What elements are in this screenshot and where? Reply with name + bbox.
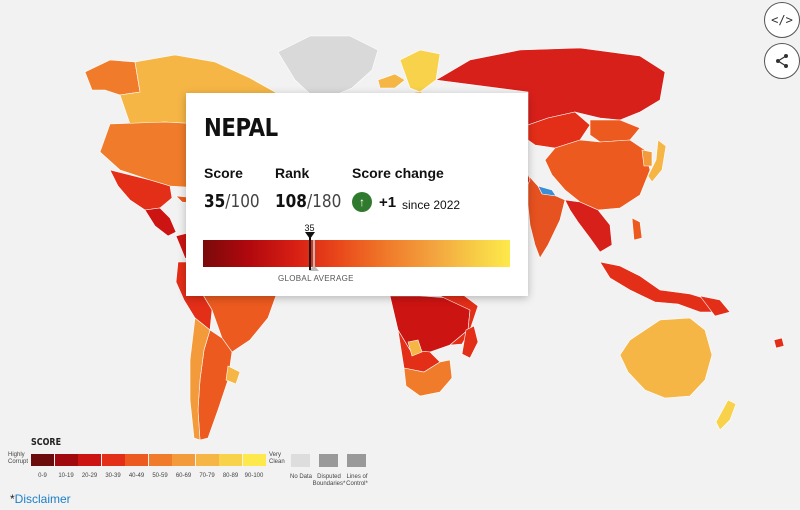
legend-swatch-10-19[interactable] <box>54 454 78 466</box>
code-icon: </> <box>771 13 793 27</box>
legend-swatch-label: 80-89 <box>222 473 239 479</box>
country-central-america[interactable] <box>144 207 177 237</box>
legend-no-data-label: No Data <box>289 474 312 480</box>
legend-swatch-70-79[interactable] <box>195 454 219 466</box>
country-japan[interactable] <box>647 139 667 183</box>
country-indonesia[interactable] <box>599 261 721 313</box>
legend-disputed-swatch <box>319 454 338 467</box>
legend-swatch-label: 0-9 <box>38 473 47 479</box>
legend-swatch-20-29[interactable] <box>78 454 101 466</box>
country-new-zealand[interactable] <box>715 399 737 431</box>
country-chile[interactable] <box>189 317 211 441</box>
country-china[interactable] <box>544 139 651 211</box>
legend-very-clean: Very Clean <box>269 452 285 465</box>
embed-button[interactable]: </> <box>764 2 800 38</box>
rank-value: 108/180 <box>275 191 342 212</box>
legend-swatch-90-100[interactable] <box>242 454 266 466</box>
share-button[interactable] <box>764 43 800 79</box>
legend-swatch-label: 40-49 <box>128 473 145 479</box>
legend-swatch-label: 10-19 <box>58 473 74 479</box>
country-australia[interactable] <box>619 317 713 399</box>
legend-no-data-swatch <box>291 454 310 467</box>
legend-swatch-50-59[interactable] <box>148 454 172 466</box>
score-marker-value: 35 <box>304 223 315 233</box>
arrow-up-icon: ↑ <box>352 192 372 212</box>
country-southeast-asia[interactable] <box>564 199 613 253</box>
global-average-triangle <box>309 265 319 271</box>
score-change-label: Score change <box>352 165 444 181</box>
legend-swatch-60-69[interactable] <box>172 454 195 466</box>
country-pacific-islands[interactable] <box>773 337 785 349</box>
legend-highly-corrupt: Highly Corrupt <box>8 452 29 465</box>
country-madagascar[interactable] <box>461 325 479 359</box>
legend-swatch-label: 90-100 <box>244 473 264 479</box>
score-label: Score <box>204 165 243 181</box>
country-usa-alaska[interactable] <box>84 59 141 96</box>
score-value: 35/100 <box>204 191 260 212</box>
country-scandinavia[interactable] <box>399 49 441 93</box>
legend-swatch-label: 20-29 <box>81 473 98 479</box>
share-icon <box>776 54 788 68</box>
score-marker-line <box>309 232 312 270</box>
country-korea[interactable] <box>641 149 653 167</box>
disclaimer-link[interactable]: *Disclaimer <box>10 492 71 506</box>
rank-label: Rank <box>275 165 310 181</box>
legend-swatch-30-39[interactable] <box>101 454 125 466</box>
country-botswana[interactable] <box>407 339 423 357</box>
legend-swatch-0-9[interactable] <box>31 454 54 466</box>
global-average-label: GLOBAL AVERAGE <box>278 274 354 283</box>
legend-swatch-40-49[interactable] <box>125 454 148 466</box>
country-greenland[interactable] <box>277 35 379 97</box>
country-uruguay[interactable] <box>225 365 241 385</box>
country-papua-new-guinea[interactable] <box>699 295 731 317</box>
legend-title: SCORE <box>31 437 62 448</box>
legend-disputed-label: Disputed Boundaries* <box>312 474 346 487</box>
country-iceland[interactable] <box>377 73 406 89</box>
country-southern-africa[interactable] <box>403 359 453 397</box>
legend-swatch-label: 50-59 <box>152 473 168 479</box>
global-average-marker <box>313 240 315 270</box>
score-change-value: +1 <box>379 194 397 211</box>
score-change-since: since 2022 <box>402 198 461 212</box>
country-name: NEPAL <box>204 113 278 142</box>
disclaimer-label: Disclaimer <box>14 492 71 506</box>
legend-swatch-label: 60-69 <box>175 473 192 479</box>
legend-swatch-label: 70-79 <box>199 473 215 479</box>
country-india[interactable] <box>527 174 566 259</box>
legend-swatch-label: 30-39 <box>105 473 121 479</box>
legend-lines-of-control-label: Lines of Control* <box>346 474 368 487</box>
score-marker-triangle <box>305 232 316 239</box>
legend-swatch-80-89[interactable] <box>219 454 242 466</box>
country-tooltip: NEPAL Score 35/100 Rank 108/180 Score ch… <box>186 93 528 296</box>
score-legend: SCORE Highly Corrupt 0-9 10-19 20-29 30-39 4… <box>0 430 400 490</box>
score-gradient-bar <box>203 240 510 267</box>
country-mongolia[interactable] <box>589 119 641 143</box>
country-philippines[interactable] <box>631 217 643 241</box>
legend-lines-of-control-swatch <box>347 454 366 467</box>
